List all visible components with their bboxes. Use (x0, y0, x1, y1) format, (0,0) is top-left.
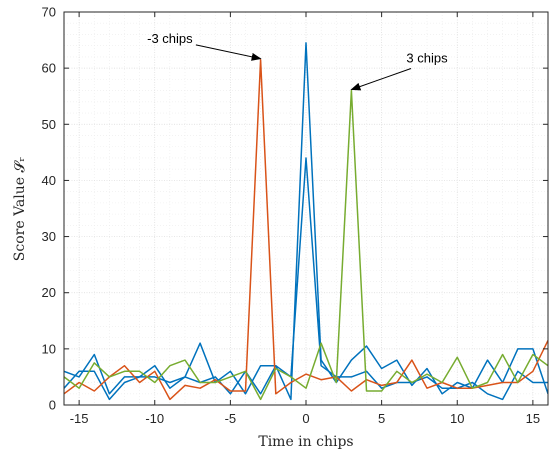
annotations: -3 chips 3 chips (147, 31, 448, 91)
series-layer (64, 42, 548, 401)
plot-background (64, 12, 548, 405)
tick-label-x: -10 (145, 411, 164, 426)
tick-label-y: 0 (49, 398, 56, 413)
annotation-arrow-1 (195, 44, 262, 61)
tick-label-x: 10 (450, 411, 464, 426)
tick-label-y: 40 (42, 173, 56, 188)
axis-tick-labels: -15 -10 -5 0 5 10 15 0 10 20 30 40 50 60 70 (42, 5, 541, 427)
tick-label-y: 50 (42, 117, 56, 132)
tick-label-x: 15 (526, 411, 540, 426)
series-line-2 (64, 157, 548, 401)
x-axis-label: Time in chips (258, 434, 353, 450)
tick-label-x: 0 (302, 411, 309, 426)
annotation-arrow-2 (350, 68, 412, 91)
tick-label-y: 60 (42, 61, 56, 76)
series-line-1 (64, 42, 548, 401)
tick-label-x: 5 (378, 411, 385, 426)
tick-label-y: 70 (42, 5, 56, 20)
series-line-4 (64, 89, 548, 401)
annotation-label-2: 3 chips (406, 51, 448, 66)
tick-label-y: 30 (42, 229, 56, 244)
series-line-3 (64, 58, 548, 401)
y-axis-label: Score Value 𝓢ᵣ (12, 157, 28, 262)
tick-label-x: -5 (225, 411, 237, 426)
tick-label-x: -15 (70, 411, 89, 426)
tick-label-y: 10 (42, 341, 56, 356)
axis-ticks (64, 11, 548, 406)
tick-label-y: 20 (42, 285, 56, 300)
annotation-label-1: -3 chips (147, 31, 193, 46)
